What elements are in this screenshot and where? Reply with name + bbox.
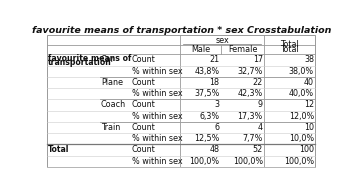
Text: 40,0%: 40,0%: [289, 89, 314, 98]
Text: 6,3%: 6,3%: [199, 112, 219, 121]
Text: Total: Total: [48, 145, 70, 154]
Text: 4: 4: [258, 123, 263, 132]
Text: 17: 17: [253, 55, 263, 64]
Text: % within sex: % within sex: [132, 112, 182, 121]
Text: 40: 40: [304, 78, 314, 87]
Text: Male: Male: [191, 45, 210, 54]
Text: % within sex: % within sex: [132, 67, 182, 76]
Text: Count: Count: [132, 145, 155, 154]
Text: 48: 48: [210, 145, 219, 154]
Text: Coach: Coach: [101, 101, 126, 109]
Text: 6: 6: [215, 123, 219, 132]
Text: Count: Count: [132, 101, 155, 109]
Text: Car: Car: [101, 55, 115, 64]
Text: 43,8%: 43,8%: [194, 67, 219, 76]
Text: 12: 12: [304, 101, 314, 109]
Text: % within sex: % within sex: [132, 134, 182, 143]
Text: 100: 100: [299, 145, 314, 154]
Text: 10,0%: 10,0%: [289, 134, 314, 143]
Text: 12,5%: 12,5%: [194, 134, 219, 143]
Text: 12,0%: 12,0%: [289, 112, 314, 121]
Text: 9: 9: [258, 101, 263, 109]
Text: Train: Train: [101, 123, 120, 132]
Text: 10: 10: [304, 123, 314, 132]
Text: 22: 22: [252, 78, 263, 87]
Text: Count: Count: [132, 55, 155, 64]
Text: 7,7%: 7,7%: [242, 134, 263, 143]
Text: 3: 3: [215, 101, 219, 109]
Text: Plane: Plane: [101, 78, 123, 87]
Text: 52: 52: [252, 145, 263, 154]
Text: favourite means of: favourite means of: [48, 54, 131, 63]
Text: 32,7%: 32,7%: [238, 67, 263, 76]
Text: Female: Female: [228, 45, 257, 54]
Text: Total: Total: [281, 45, 299, 54]
Text: 18: 18: [210, 78, 219, 87]
Text: 37,5%: 37,5%: [194, 89, 219, 98]
Text: transportation: transportation: [48, 58, 112, 67]
Text: 100,0%: 100,0%: [284, 157, 314, 166]
Text: sex: sex: [215, 36, 229, 45]
Text: 42,3%: 42,3%: [238, 89, 263, 98]
Text: 38: 38: [304, 55, 314, 64]
Text: % within sex: % within sex: [132, 89, 182, 98]
Text: Total: Total: [281, 40, 299, 49]
Text: 17,3%: 17,3%: [238, 112, 263, 121]
Text: 100,0%: 100,0%: [233, 157, 263, 166]
Text: favourite means of transportation * sex Crosstabulation: favourite means of transportation * sex …: [32, 26, 331, 35]
Text: Count: Count: [132, 123, 155, 132]
Text: 21: 21: [209, 55, 219, 64]
Text: Count: Count: [132, 78, 155, 87]
Text: % within sex: % within sex: [132, 157, 182, 166]
Text: 100,0%: 100,0%: [189, 157, 219, 166]
Text: 38,0%: 38,0%: [289, 67, 314, 76]
